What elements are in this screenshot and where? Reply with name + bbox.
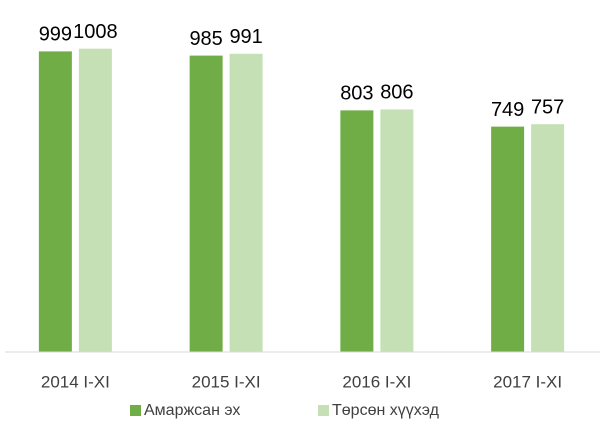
- bar: [229, 53, 263, 352]
- legend-label: Төрсөн хүүхэд: [332, 402, 440, 419]
- x-tick-label: 2015 I-XI: [192, 372, 261, 391]
- data-label: 806: [380, 82, 413, 104]
- bar: [78, 48, 112, 353]
- legend-label: Амаржсан эх: [144, 402, 240, 419]
- bar: [340, 110, 374, 353]
- data-label: 1008: [73, 21, 118, 43]
- bar: [380, 109, 414, 352]
- data-label: 999: [39, 24, 72, 46]
- data-label: 803: [340, 83, 373, 105]
- data-label: 985: [189, 28, 222, 50]
- bar: [531, 124, 565, 352]
- legend-swatch: [318, 405, 329, 416]
- bar: [189, 55, 223, 352]
- data-label: 757: [531, 96, 564, 118]
- legend-swatch: [130, 405, 141, 416]
- bar: [38, 51, 72, 353]
- x-tick-label: 2017 I-XI: [493, 372, 562, 391]
- x-tick-label: 2014 I-XI: [41, 372, 110, 391]
- data-label: 749: [491, 99, 524, 121]
- data-label: 991: [229, 26, 262, 48]
- bar: [491, 126, 525, 353]
- x-tick-label: 2016 I-XI: [342, 372, 411, 391]
